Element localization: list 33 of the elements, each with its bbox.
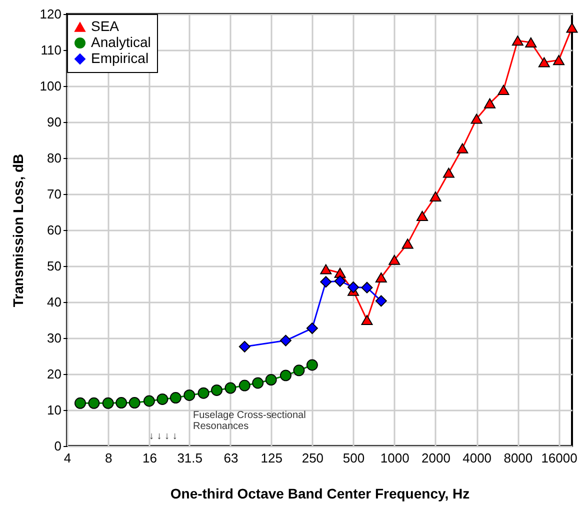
y-tick-label: 120 — [40, 6, 62, 22]
y-tick-label: 90 — [47, 114, 62, 130]
y-tick-label: 10 — [47, 402, 62, 418]
y-tick-label: 50 — [47, 258, 62, 274]
annotation: ↓ ↓ ↓ ↓ — [149, 431, 178, 442]
x-tick-label: 2000 — [422, 450, 450, 466]
y-tick-label: 40 — [47, 294, 62, 310]
x-tick-label: 16 — [142, 450, 157, 466]
x-tick-label: 250 — [302, 450, 324, 466]
legend-label: Analytical — [91, 34, 151, 50]
y-tick-label: 80 — [47, 150, 62, 166]
annotation: Fuselage Cross-sectional Resonances — [193, 410, 306, 432]
y-tick-label: 70 — [47, 186, 62, 202]
legend-label: Empirical — [91, 50, 149, 66]
legend-label: SEA — [91, 18, 120, 34]
x-tick-label: 16000 — [541, 450, 578, 466]
x-tick-label: 63 — [224, 450, 238, 466]
y-tick-label: 110 — [40, 42, 62, 58]
x-tick-label: 31.5 — [177, 450, 203, 466]
x-tick-label: 8000 — [504, 450, 533, 466]
y-tick-label: 30 — [47, 330, 62, 346]
y-tick-label: 0 — [54, 438, 62, 454]
y-tick-label: 20 — [47, 366, 62, 382]
y-tick-label: 60 — [47, 222, 62, 238]
x-tick-label: 4 — [64, 450, 72, 466]
x-tick-label: 4000 — [462, 450, 492, 466]
x-tick-label: 500 — [342, 450, 365, 466]
x-axis-title: One-third Octave Band Center Frequency, Hz — [170, 486, 470, 502]
x-tick-label: 125 — [260, 450, 282, 466]
x-tick-label: 8 — [104, 450, 112, 466]
y-axis-title: Transmission Loss, dB — [10, 154, 26, 308]
x-tick-label: 1000 — [380, 450, 410, 466]
y-tick-label: 100 — [40, 78, 62, 94]
